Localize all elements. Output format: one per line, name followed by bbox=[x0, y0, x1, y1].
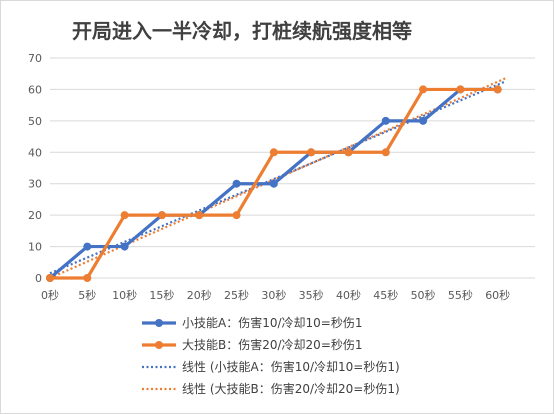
chart-title: 开局进入一半冷却，打桩续航强度相等 bbox=[72, 19, 412, 43]
data-point-0-5 bbox=[232, 179, 241, 188]
x-tick-label-12: 60秒 bbox=[485, 288, 510, 302]
y-tick-label-0: 0 bbox=[35, 272, 42, 285]
data-point-1-5 bbox=[232, 211, 241, 220]
legend-marker-0 bbox=[155, 319, 163, 327]
x-tick-label-1: 5秒 bbox=[78, 288, 96, 302]
legend: 小技能A：伤害10/冷却10=秒伤1 大技能B：伤害20/冷却20=秒伤1 线性 (… bbox=[142, 315, 400, 396]
legend-label-2: 线性 (小技能A：伤害10/冷却10=秒伤1) bbox=[182, 359, 400, 374]
legend-label-3: 线性 (大技能B：伤害20/冷却20=秒伤1) bbox=[182, 381, 400, 396]
data-point-0-10 bbox=[419, 116, 428, 125]
data-point-1-2 bbox=[120, 211, 129, 220]
data-point-1-7 bbox=[307, 148, 316, 157]
y-tick-label-4: 40 bbox=[28, 146, 42, 159]
y-tick-label-2: 20 bbox=[28, 209, 42, 222]
data-point-0-6 bbox=[269, 179, 278, 188]
trendline-2 bbox=[49, 80, 506, 275]
x-tick-label-10: 50秒 bbox=[411, 288, 436, 302]
legend-marker-1 bbox=[155, 341, 163, 349]
x-tick-label-6: 30秒 bbox=[261, 288, 286, 302]
data-point-1-11 bbox=[456, 85, 465, 94]
data-point-1-3 bbox=[157, 211, 166, 220]
series bbox=[46, 77, 506, 282]
x-tick-label-8: 40秒 bbox=[336, 288, 361, 302]
y-tick-label-5: 50 bbox=[28, 115, 42, 128]
x-tick-label-11: 55秒 bbox=[448, 288, 473, 302]
y-tick-label-7: 70 bbox=[28, 52, 42, 65]
x-tick-label-5: 25秒 bbox=[224, 288, 249, 302]
x-axis-ticks: 0秒 5秒 10秒 15秒 20秒 25秒 30秒 35秒 40秒 45秒 50秒 55秒 60秒 bbox=[41, 288, 510, 302]
data-point-1-0 bbox=[46, 274, 54, 282]
data-point-1-9 bbox=[381, 148, 390, 157]
x-tick-label-0: 0秒 bbox=[41, 288, 59, 302]
data-point-1-12 bbox=[493, 85, 502, 94]
data-point-1-1 bbox=[83, 274, 92, 282]
data-point-0-1 bbox=[83, 242, 92, 251]
x-tick-label-4: 20秒 bbox=[187, 288, 212, 302]
legend-label-0: 小技能A：伤害10/冷却10=秒伤1 bbox=[182, 315, 362, 330]
data-point-1-4 bbox=[195, 211, 204, 220]
y-tick-label-1: 10 bbox=[28, 241, 42, 254]
x-tick-label-3: 15秒 bbox=[149, 288, 174, 302]
y-tick-label-6: 60 bbox=[28, 83, 42, 96]
data-point-0-9 bbox=[381, 116, 390, 125]
data-point-1-8 bbox=[344, 148, 353, 157]
y-tick-label-3: 30 bbox=[28, 178, 42, 191]
data-point-0-2 bbox=[120, 242, 129, 251]
x-tick-label-9: 45秒 bbox=[373, 288, 398, 302]
data-point-1-6 bbox=[269, 148, 278, 157]
x-tick-label-2: 10秒 bbox=[112, 288, 137, 302]
x-tick-label-7: 35秒 bbox=[299, 288, 324, 302]
legend-label-1: 大技能B：伤害20/冷却20=秒伤1 bbox=[182, 337, 363, 352]
y-axis-ticks: 0 10 20 30 40 50 60 70 bbox=[28, 52, 42, 285]
data-point-1-10 bbox=[419, 85, 428, 94]
